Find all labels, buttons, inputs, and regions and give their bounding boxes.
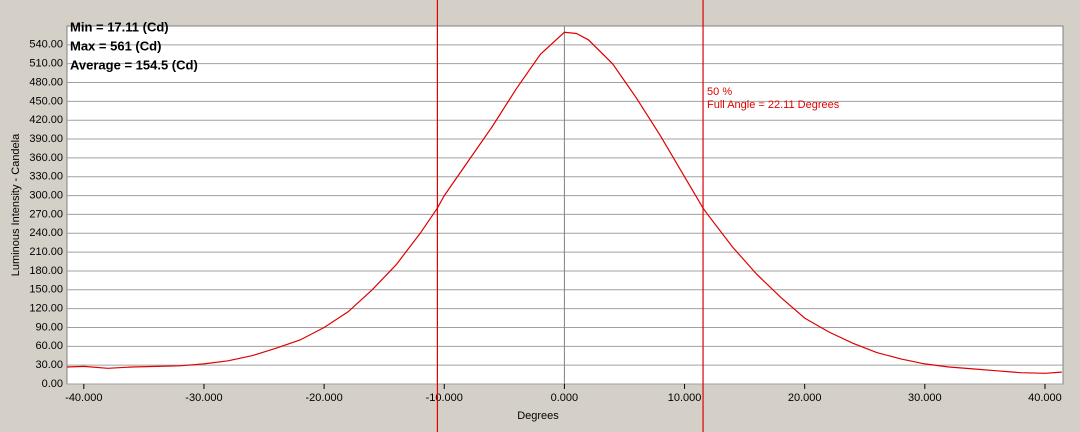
y-tick-label: 180.00 [29, 265, 63, 277]
annotation: 50 % [707, 86, 732, 98]
x-tick-label: -40.000 [65, 392, 102, 404]
y-tick-label: 150.00 [29, 284, 63, 296]
y-tick-label: 240.00 [29, 227, 63, 239]
y-tick-label: 360.00 [29, 152, 63, 164]
data-line [66, 31, 1062, 374]
y-tick-label: 0.00 [42, 378, 63, 390]
y-tick-label: 30.00 [35, 359, 63, 371]
y-tick-label: 210.00 [29, 246, 63, 258]
x-tick-label: 30.000 [908, 392, 942, 404]
y-tick-label: 90.00 [35, 321, 63, 333]
x-tick-label: 0.000 [551, 392, 579, 404]
y-tick-label: 300.00 [29, 189, 63, 201]
x-axis-label: Degrees [517, 410, 559, 422]
y-tick-label: 420.00 [29, 114, 63, 126]
x-tick-label: -30.000 [185, 392, 222, 404]
y-tick-label: 540.00 [29, 39, 63, 51]
stat-text: Max = 561 (Cd) [70, 38, 161, 53]
x-tick-label: -10.000 [426, 392, 463, 404]
y-tick-label: 120.00 [29, 303, 63, 315]
y-tick-label: 480.00 [29, 76, 63, 88]
y-tick-label: 390.00 [29, 133, 63, 145]
x-tick-label: 40.000 [1028, 392, 1062, 404]
x-tick-label: 20.000 [788, 392, 822, 404]
y-tick-label: 60.00 [35, 340, 63, 352]
y-tick-label: 330.00 [29, 171, 63, 183]
stat-text: Min = 17.11 (Cd) [70, 19, 169, 34]
x-tick-label: 10.000 [668, 392, 702, 404]
y-tick-label: 450.00 [29, 95, 63, 107]
x-tick-label: -20.000 [305, 392, 342, 404]
y-tick-label: 510.00 [29, 58, 63, 70]
y-axis-label: Luminous Intensity - Candela [10, 133, 22, 276]
annotation: Full Angle = 22.11 Degrees [707, 99, 840, 111]
y-tick-label: 270.00 [29, 208, 63, 220]
stat-text: Average = 154.5 (Cd) [70, 57, 198, 72]
plot-area [66, 25, 1064, 385]
